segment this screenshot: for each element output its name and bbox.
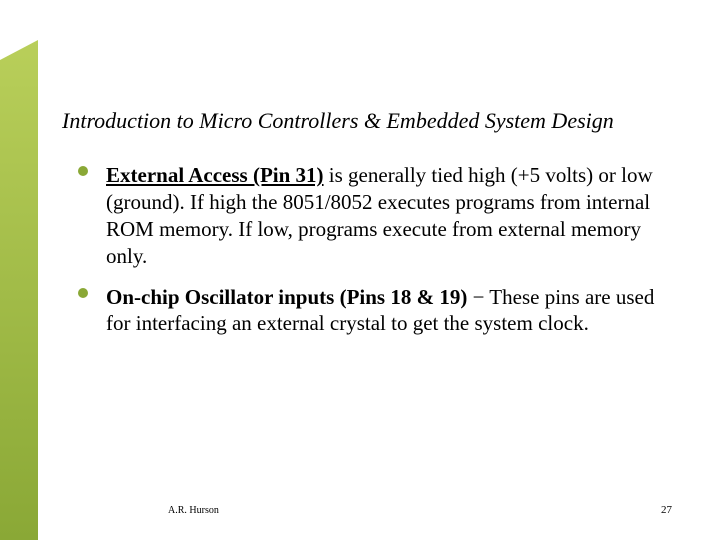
bullet-dash: −: [467, 285, 489, 309]
footer-page-number: 27: [661, 504, 672, 516]
bullet-dot-icon: [78, 288, 88, 298]
content-area: External Access (Pin 31) is generally ti…: [78, 162, 658, 351]
footer-author: A.R. Hurson: [168, 505, 219, 516]
bullet-lead: External Access (Pin 31): [106, 163, 324, 187]
accent-bar: [0, 40, 38, 540]
slide-title: Introduction to Micro Controllers & Embe…: [62, 108, 614, 134]
bullet-dot-icon: [78, 166, 88, 176]
bullet-lead: On-chip Oscillator inputs (Pins 18 & 19): [106, 285, 467, 309]
bullet-item: On-chip Oscillator inputs (Pins 18 & 19)…: [78, 284, 658, 338]
bullet-item: External Access (Pin 31) is generally ti…: [78, 162, 658, 270]
